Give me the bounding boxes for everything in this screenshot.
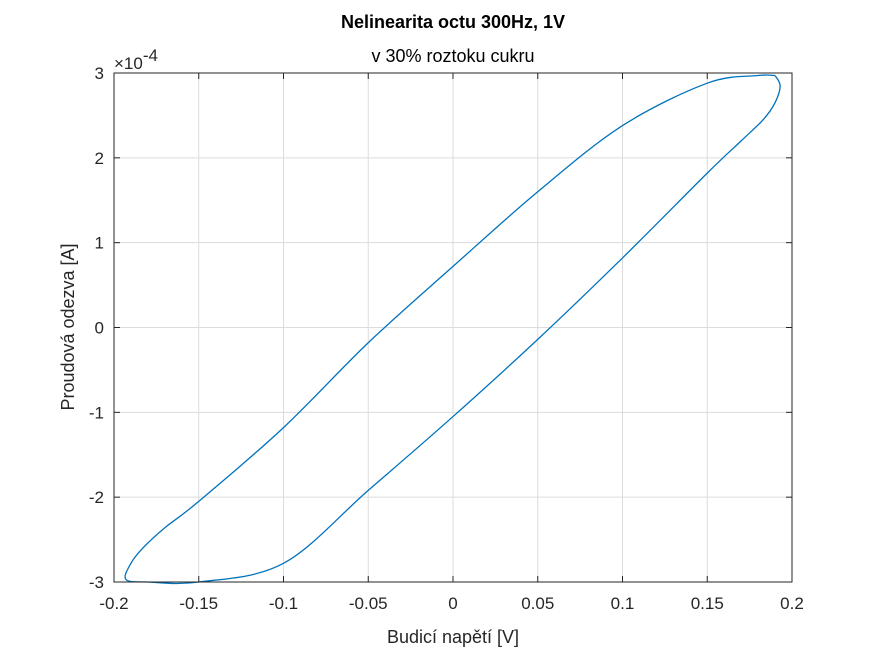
x-axis-label: Budicí napětí [V] [387, 627, 519, 647]
ticks: -0.2 -0.15 -0.1 -0.05 0 0.05 0.1 0.15 0.2 -3 -2 -1 0… [89, 64, 804, 613]
x-tick-label: 0.05 [521, 594, 554, 613]
y-tick-label: -1 [89, 403, 104, 422]
chart-title: Nelinearita octu 300Hz, 1V [341, 12, 565, 32]
y-exponent-power: -4 [143, 46, 158, 65]
x-tick-label: 0.15 [691, 594, 724, 613]
x-tick-label: 0 [448, 594, 457, 613]
y-tick-label: -2 [89, 488, 104, 507]
y-tick-label: 2 [95, 149, 104, 168]
y-tick-label: 3 [95, 64, 104, 83]
chart-subtitle: v 30% roztoku cukru [371, 46, 534, 66]
y-tick-label: 1 [95, 234, 104, 253]
x-tick-label: -0.2 [99, 594, 128, 613]
y-exponent-label: ×10-4 [114, 46, 158, 73]
y-tick-label: -3 [89, 573, 104, 592]
y-exponent-multiplier: ×10 [114, 54, 143, 73]
x-tick-label: -0.05 [349, 594, 388, 613]
x-tick-label: -0.15 [179, 594, 218, 613]
y-tick-label: 0 [95, 319, 104, 338]
x-tick-label: 0.1 [611, 594, 635, 613]
y-axis-label: Proudová odezva [A] [58, 243, 78, 410]
x-tick-label: -0.1 [269, 594, 298, 613]
x-tick-label: 0.2 [780, 594, 804, 613]
